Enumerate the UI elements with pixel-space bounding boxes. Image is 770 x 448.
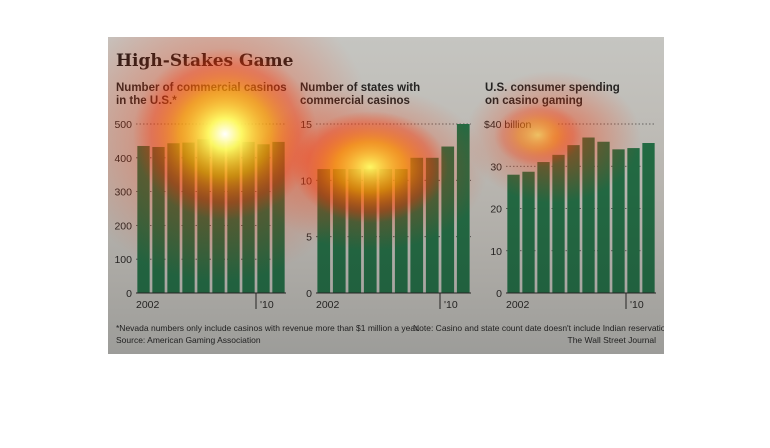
bar-2008 <box>597 141 610 293</box>
y-tick-label: 100 <box>114 254 132 266</box>
bar-2003 <box>522 171 535 293</box>
bar-2007 <box>394 169 408 293</box>
bar-2005 <box>182 142 195 293</box>
y-tick-label: 15 <box>300 119 312 131</box>
bar-2005 <box>552 154 565 293</box>
bar-2006 <box>567 145 580 293</box>
y-tick-label: 0 <box>306 288 312 300</box>
footnote-source: Source: American Gaming Association <box>116 335 261 345</box>
x-tick-label: 2002 <box>316 299 340 311</box>
bar-2002 <box>137 145 150 293</box>
x-tick-label: 2002 <box>136 299 160 311</box>
bar-2008 <box>227 140 240 293</box>
y-tick-label: 20 <box>490 204 502 216</box>
y-tick-label: $40 billion <box>484 119 531 131</box>
y-tick-label: 10 <box>300 175 312 187</box>
y-tick-label: 0 <box>496 288 502 300</box>
bar-2008 <box>410 157 424 293</box>
y-tick-label: 400 <box>114 153 132 165</box>
x-tick-label: 2002 <box>506 299 530 311</box>
bar-2003 <box>152 146 165 293</box>
bar-2011 <box>272 141 285 293</box>
x-tick-label: '10 <box>444 299 458 311</box>
bar-2002 <box>317 169 331 293</box>
y-tick-label: 5 <box>306 232 312 244</box>
y-tick-label: 200 <box>114 220 132 232</box>
bar-2009 <box>425 157 439 293</box>
x-tick-label: '10 <box>260 299 274 311</box>
bar-2010 <box>627 148 640 293</box>
x-tick-label: '10 <box>630 299 644 311</box>
bar-2009 <box>242 141 255 293</box>
bar-2004 <box>348 169 362 293</box>
bar-2002 <box>507 174 520 293</box>
bar-2011 <box>642 143 655 293</box>
chart-panel: High-Stakes Game Number of commercial ca… <box>108 37 664 354</box>
y-tick-label: 10 <box>490 246 502 258</box>
bar-2005 <box>363 169 377 293</box>
footnote-credit: The Wall Street Journal <box>567 335 657 345</box>
bar-2007 <box>582 137 595 293</box>
chart-states: 0 5 10 15 2002 '10 <box>300 119 471 311</box>
bar-2010 <box>441 146 455 293</box>
y-tick-label: 300 <box>114 187 132 199</box>
bar-2009 <box>612 149 625 293</box>
bar-2003 <box>332 169 346 293</box>
footnote-note: Note: Casino and state count date doesn'… <box>413 323 664 333</box>
bar-2007 <box>212 140 225 293</box>
bar-2011 <box>456 124 470 293</box>
bar-2006 <box>197 139 210 293</box>
bar-2004 <box>167 143 180 293</box>
footnote-nevada: *Nevada numbers only include casinos wit… <box>116 323 420 333</box>
y-tick-label: 30 <box>490 161 502 173</box>
chart-spending: 0 10 20 30 $40 billion 2002 '10 <box>484 119 656 311</box>
y-tick-label: 0 <box>126 288 132 300</box>
bar-2006 <box>379 169 393 293</box>
bar-2004 <box>537 162 550 293</box>
bar-2010 <box>257 144 270 293</box>
chart-casinos: 0 100 200 300 400 500 2002 '10 <box>114 119 286 311</box>
charts-svg: 0 100 200 300 400 500 2002 '10 0 5 10 15 2002 '10 0 10 2… <box>108 37 664 354</box>
y-tick-label: 500 <box>114 119 132 131</box>
